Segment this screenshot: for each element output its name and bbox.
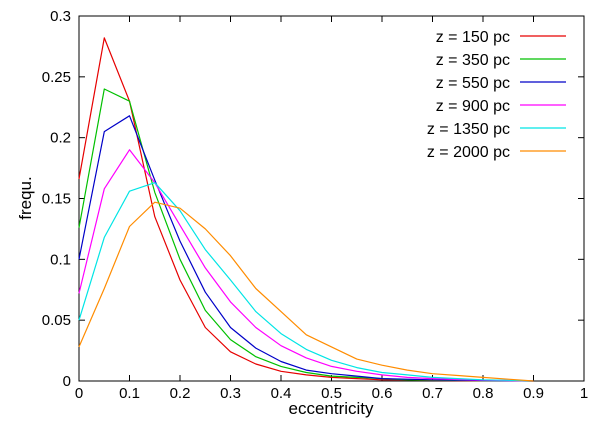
y-tick-label: 0.15	[42, 191, 71, 208]
y-tick-labels: 0 0.05 0.1 0.15 0.2 0.25 0.3	[42, 8, 71, 390]
legend-label: z = 550 pc	[436, 75, 510, 92]
plot-area	[78, 15, 585, 382]
x-tick-label: 0.3	[220, 385, 241, 402]
x-tick-label: 0.8	[473, 385, 494, 402]
series-lines	[78, 37, 534, 382]
y-tick-label: 0.25	[42, 69, 71, 86]
x-tick-label: 0.9	[523, 385, 544, 402]
y-tick-label: 0	[63, 373, 71, 390]
x-axis-label: eccentricity	[288, 399, 374, 418]
legend-label: z = 150 pc	[436, 29, 510, 46]
x-tick-label: 0.2	[170, 385, 191, 402]
legend-label: z = 350 pc	[436, 52, 510, 69]
series-line-6	[78, 201, 534, 382]
x-tick-label: 0.5	[321, 385, 342, 402]
tick-marks	[78, 15, 585, 382]
legend: z = 150 pc z = 350 pc z = 550 pc z = 900 pc…	[427, 29, 566, 161]
x-tick-label: 1	[580, 385, 588, 402]
y-tick-label: 0.3	[50, 8, 71, 25]
y-tick-label: 0.1	[50, 251, 71, 268]
x-tick-label: 0	[75, 385, 83, 402]
legend-label: z = 1350 pc	[427, 121, 510, 138]
legend-label: z = 900 pc	[436, 98, 510, 115]
series-line-5	[78, 182, 534, 382]
x-tick-label: 0.1	[119, 385, 140, 402]
x-tick-labels: 0 0.1 0.2 0.3 0.4 0.5 0.6 0.7 0.8 0.9 1	[75, 385, 588, 402]
legend-label: z = 2000 pc	[427, 144, 510, 161]
x-tick-label: 0.4	[271, 385, 292, 402]
y-tick-label: 0.2	[50, 130, 71, 147]
y-tick-label: 0.05	[42, 312, 71, 329]
y-axis-label: frequ.	[16, 176, 35, 219]
x-tick-label: 0.7	[422, 385, 443, 402]
x-tick-label: 0.6	[372, 385, 393, 402]
